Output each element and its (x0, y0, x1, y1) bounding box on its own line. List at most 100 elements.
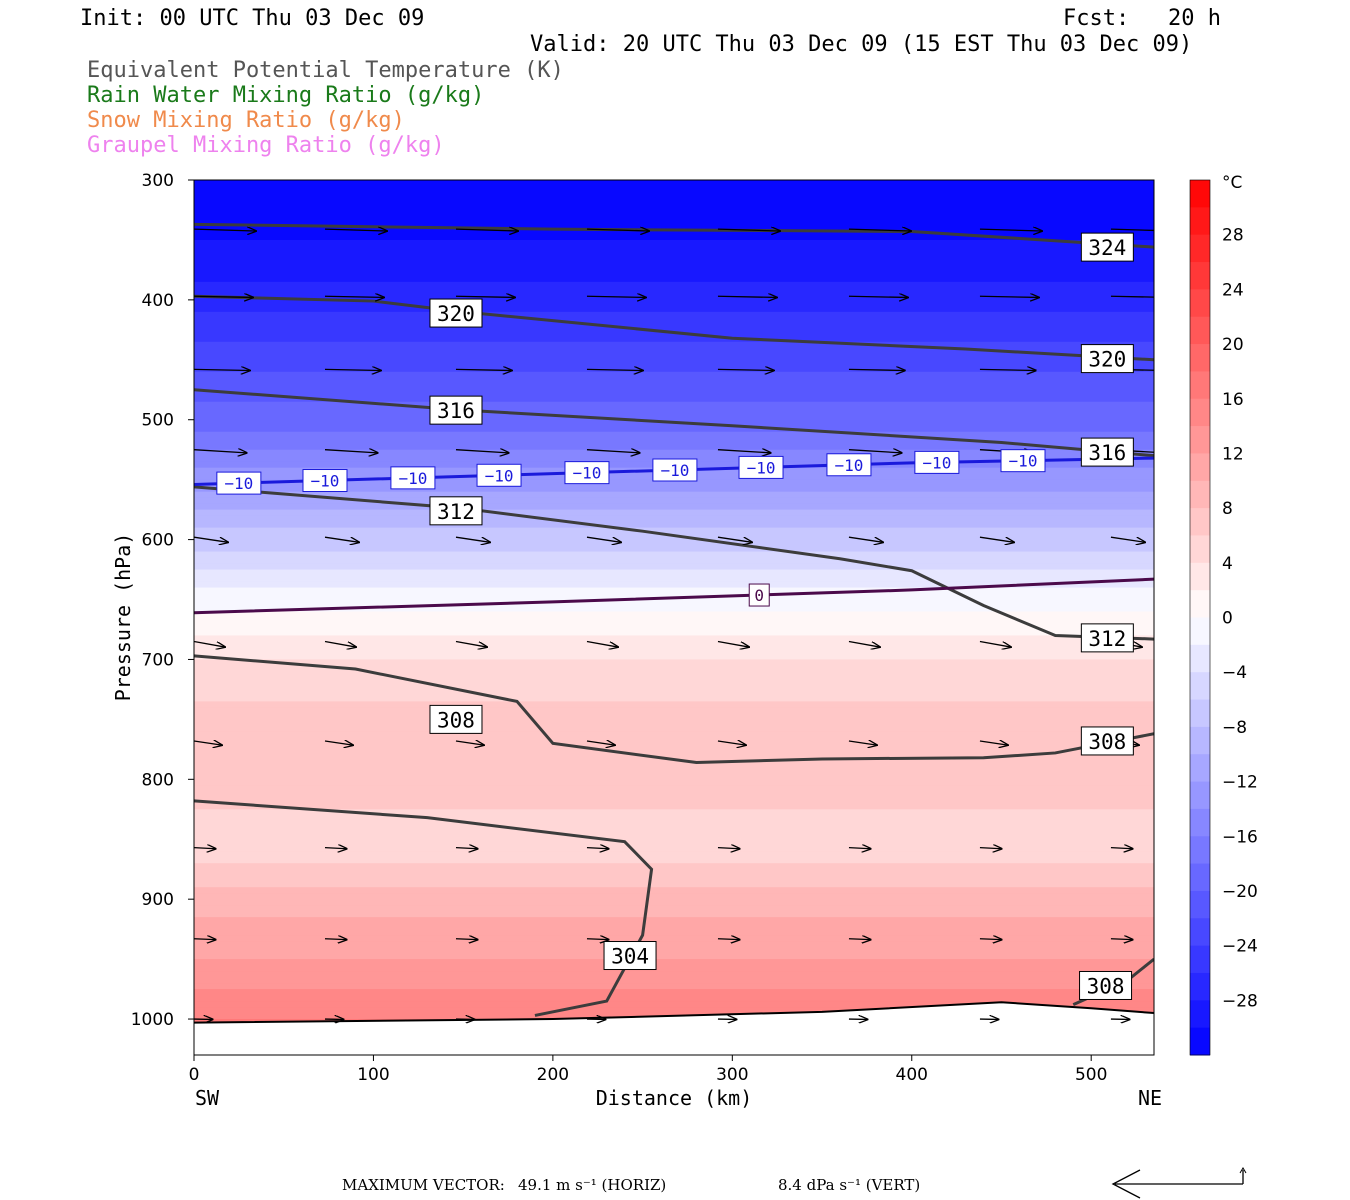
contour-label-box (1079, 970, 1133, 1000)
wind-vector (455, 848, 478, 849)
contour-label-box (1080, 623, 1134, 653)
temp-band (194, 509, 1154, 517)
temp-band (194, 923, 1154, 930)
contour-label: 304 (611, 945, 649, 969)
contour-label: 324 (1088, 236, 1126, 260)
contour-label-box (429, 395, 483, 425)
temp-band (194, 203, 1154, 211)
colorbar-tick-label: −16 (1222, 827, 1258, 847)
temp-band (194, 353, 1154, 361)
wind-vector (848, 640, 880, 647)
temp-band (194, 245, 1154, 253)
temp-band (194, 539, 1154, 547)
y-tick-label: 800 (142, 770, 174, 790)
wind-vector (194, 536, 228, 542)
wind-vector (455, 640, 487, 647)
colorbar-tick-label: −4 (1222, 663, 1247, 683)
temp-band (194, 527, 1154, 535)
surface-line (194, 1001, 1154, 1024)
isotherm-label-box (216, 471, 262, 495)
isotherm-line (194, 577, 1154, 615)
contour-label: 320 (437, 302, 475, 326)
temp-band (194, 281, 1154, 289)
temp-band (194, 971, 1154, 978)
temp-band (194, 563, 1154, 571)
temp-band (194, 689, 1154, 697)
contour-label-box (603, 941, 657, 971)
temp-band (194, 335, 1154, 343)
temp-band (194, 893, 1154, 900)
temp-band (194, 659, 1154, 667)
temp-band (194, 719, 1154, 726)
colorbar-swatch (1190, 836, 1210, 865)
temp-band (194, 935, 1154, 942)
temp-band (194, 413, 1154, 421)
wind-vector (979, 640, 1011, 647)
temp-band (194, 995, 1154, 1002)
temp-band (194, 671, 1154, 679)
temp-band (194, 365, 1154, 373)
temp-band (194, 497, 1154, 505)
temp-band (194, 443, 1154, 451)
wind-vector (194, 640, 225, 647)
temp-band (194, 437, 1154, 445)
theta-e-contour (194, 485, 1154, 641)
contour-label-box (1080, 726, 1134, 756)
temp-band (194, 845, 1154, 852)
contour-label: 312 (437, 500, 475, 524)
axes: 300 400 500 600 700 800 900 1000 0 100 200 300 400 50… (131, 171, 1108, 1085)
colorbar-swatch (1190, 426, 1210, 454)
colorbar-swatch (1190, 754, 1210, 783)
colorbar-swatch (1190, 972, 1210, 1001)
temp-band (194, 827, 1154, 834)
y-tick-label: 300 (142, 171, 174, 191)
colorbar-swatch (1190, 207, 1210, 236)
temp-band (194, 347, 1154, 355)
temp-band (194, 341, 1154, 349)
colorbar-swatch (1190, 672, 1210, 701)
isotherm-label: −10 (224, 474, 253, 493)
wind-vector (979, 741, 1008, 745)
temp-band (194, 941, 1154, 948)
theta-e-contour (194, 799, 654, 1017)
colorbar-swatch (1190, 781, 1210, 810)
wind-vector (848, 536, 883, 542)
temp-band (194, 833, 1154, 840)
wind-vector (586, 296, 646, 297)
isotherm-label: −10 (660, 461, 689, 480)
temp-band (194, 959, 1154, 966)
colorbar-swatch (1190, 1027, 1210, 1056)
colorbar-swatch (1190, 453, 1210, 482)
isotherm-label-box (826, 453, 872, 477)
colorbar-swatch (1190, 945, 1210, 974)
y-tick-label: 600 (142, 531, 174, 551)
colorbar-swatch (1190, 398, 1210, 427)
temp-band (194, 953, 1154, 960)
y-tick-label: 700 (142, 650, 174, 670)
colorbar-swatch (1190, 644, 1210, 673)
init-time: Init: 00 UTC Thu 03 Dec 09 (80, 6, 425, 31)
wind-vector (848, 741, 877, 745)
temp-band (194, 737, 1154, 744)
contour-label-box (1080, 344, 1134, 374)
colorbar-swatch (1190, 535, 1210, 564)
colorbar-swatch (1190, 234, 1210, 263)
temp-band (194, 983, 1154, 990)
temp-band (194, 815, 1154, 822)
contour-label-box (429, 298, 483, 328)
colorbar-swatch (1190, 562, 1210, 591)
isotherm-label-box (652, 458, 698, 482)
temp-band (194, 635, 1154, 643)
wind-vector (1110, 228, 1154, 232)
temp-band (194, 359, 1154, 367)
temp-band (194, 485, 1154, 493)
isotherm-label-box (1000, 449, 1046, 473)
temp-band (194, 629, 1154, 637)
temp-band (194, 929, 1154, 936)
temp-band (194, 377, 1154, 385)
wind-vector (586, 229, 649, 231)
temp-band (194, 749, 1154, 756)
x-tick-label: 100 (357, 1065, 389, 1085)
colorbar-unit: °C (1222, 173, 1242, 193)
wind-vector (455, 741, 484, 745)
